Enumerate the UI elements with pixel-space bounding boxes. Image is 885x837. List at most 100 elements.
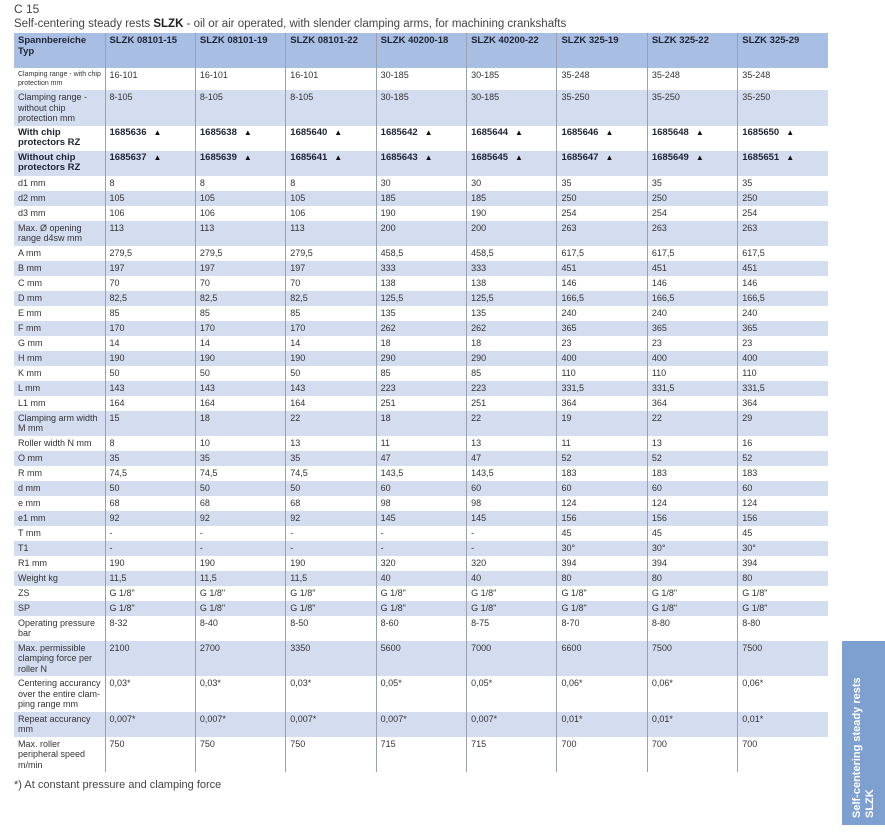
- row-label: d1 mm: [18, 177, 46, 188]
- cell-value: 146: [651, 277, 667, 288]
- cell-value: 617,5: [561, 247, 584, 258]
- table-cell: 8-32: [104, 615, 196, 641]
- cell-value: 85: [471, 367, 482, 378]
- cell-value: 8: [290, 177, 296, 188]
- cell-value: 16-101: [290, 70, 319, 80]
- table-cell: 60: [737, 480, 829, 496]
- table-row: D mm 82,5 82,5 82,5 125,5 125,5 166,5 166,5 166,…: [14, 290, 829, 306]
- table-cell: 16: [737, 435, 829, 451]
- row-label: F mm: [18, 322, 41, 333]
- cell-value: 10: [199, 437, 210, 448]
- table-row: d1 mm 8 8 8 30 30 35 35 35: [14, 175, 829, 191]
- table-cell: -: [285, 525, 377, 541]
- cell-value: 16-101: [199, 70, 228, 80]
- cell-value: 1685638: [199, 126, 237, 138]
- table-cell: 279,5: [285, 245, 377, 261]
- table-cell: 8-40: [194, 615, 286, 641]
- table-cell: 8: [104, 175, 196, 191]
- table-cell: 50: [194, 365, 286, 381]
- table-cell: 1685645 ▲: [466, 150, 557, 176]
- table-cell: 110: [556, 365, 648, 381]
- table-cell: 617,5: [646, 245, 738, 261]
- table-cell: 263: [556, 220, 648, 246]
- cell-value: 50: [109, 367, 120, 378]
- cell-value: 156: [651, 512, 667, 523]
- table-cell: 13: [466, 435, 557, 451]
- cell-value: 135: [380, 307, 396, 318]
- table-cell: 451: [646, 260, 738, 276]
- table-cell: 35: [646, 175, 738, 191]
- table-cell: 92: [285, 510, 377, 526]
- cell-value: 5600: [380, 642, 401, 653]
- triangle-up-icon: ▲: [786, 152, 795, 162]
- column-header-model: SLZK 08101-15: [104, 33, 196, 68]
- table-cell: 52: [646, 450, 738, 466]
- table-cell: 16-101: [104, 68, 196, 90]
- cell-value: 1685649: [651, 151, 689, 163]
- table-cell: G 1/8": [285, 600, 377, 616]
- cell-value: 50: [290, 367, 301, 378]
- table-cell: 1685637 ▲: [104, 150, 196, 176]
- table-cell: 190: [285, 555, 377, 571]
- cell-value: G 1/8": [109, 602, 135, 613]
- table-cell: 15: [104, 410, 196, 436]
- cell-value: 47: [380, 452, 391, 463]
- cell-value: 0,05*: [380, 678, 402, 688]
- cell-value: 70: [290, 277, 301, 288]
- table-cell: 85: [375, 365, 467, 381]
- table-cell: 8-50: [285, 615, 377, 641]
- row-label: Clamping range - with chip protection mm: [18, 71, 101, 87]
- cell-value: 35-250: [651, 92, 680, 102]
- cell-value: 0,06*: [561, 678, 583, 688]
- cell-value: -: [380, 542, 384, 553]
- table-cell: 35-248: [556, 68, 648, 90]
- cell-value: 451: [561, 262, 577, 273]
- side-tab[interactable]: Self-centering steady rests SLZK: [842, 641, 885, 825]
- cell-value: 0,03*: [199, 678, 221, 688]
- cell-value: 7500: [742, 642, 763, 653]
- table-cell: 113: [104, 220, 196, 246]
- row-label: SP: [18, 602, 31, 613]
- table-cell: 197: [285, 260, 377, 276]
- cell-value: 200: [471, 222, 487, 233]
- cell-value: 92: [109, 512, 120, 523]
- table-row: Max. roller peripheral speed m/min 750 750…: [14, 736, 829, 772]
- cell-value: 45: [742, 527, 753, 538]
- table-cell: 146: [556, 275, 648, 291]
- column-header-model: SLZK 40200-18: [375, 33, 467, 68]
- table-cell: 7000: [466, 640, 557, 676]
- cell-value: 750: [109, 738, 125, 749]
- table-cell: -: [194, 540, 286, 556]
- column-header-model: SLZK 08101-22: [285, 33, 377, 68]
- table-row: K mm 50 50 50 85 85 110 110 110: [14, 365, 829, 381]
- cell-value: 106: [109, 207, 125, 218]
- row-label: Max. Ø opening range d4sw mm: [18, 222, 83, 244]
- table-cell: 333: [466, 260, 557, 276]
- cell-value: 1685642: [380, 126, 418, 138]
- title-prefix: Self-centering steady rests: [14, 18, 154, 30]
- table-cell: 45: [556, 525, 648, 541]
- cell-value: 60: [561, 482, 572, 493]
- cell-value: 1685640: [290, 126, 328, 138]
- table-cell: 70: [104, 275, 196, 291]
- table-cell: 166,5: [737, 290, 829, 306]
- cell-value: 50: [199, 482, 210, 493]
- table-cell: 30-185: [466, 90, 557, 126]
- cell-value: 138: [380, 277, 396, 288]
- cell-value: G 1/8": [651, 587, 678, 598]
- row-label: e mm: [18, 497, 41, 508]
- table-row: T1 - - - - - 30° 30° 30°: [14, 540, 829, 556]
- triangle-up-icon: ▲: [334, 127, 343, 137]
- cell-value: 113: [290, 222, 305, 233]
- cell-value: 8-40: [199, 617, 218, 628]
- cell-value: 74,5: [199, 467, 218, 478]
- table-cell: 2700: [194, 640, 286, 676]
- table-cell: 451: [556, 260, 648, 276]
- triangle-up-icon: ▲: [243, 127, 252, 137]
- table-cell: 279,5: [194, 245, 286, 261]
- table-cell: 98: [466, 495, 557, 511]
- cell-value: 14: [199, 337, 210, 348]
- table-cell: 124: [646, 495, 738, 511]
- cell-value: 98: [380, 497, 391, 508]
- cell-value: G 1/8": [471, 587, 497, 598]
